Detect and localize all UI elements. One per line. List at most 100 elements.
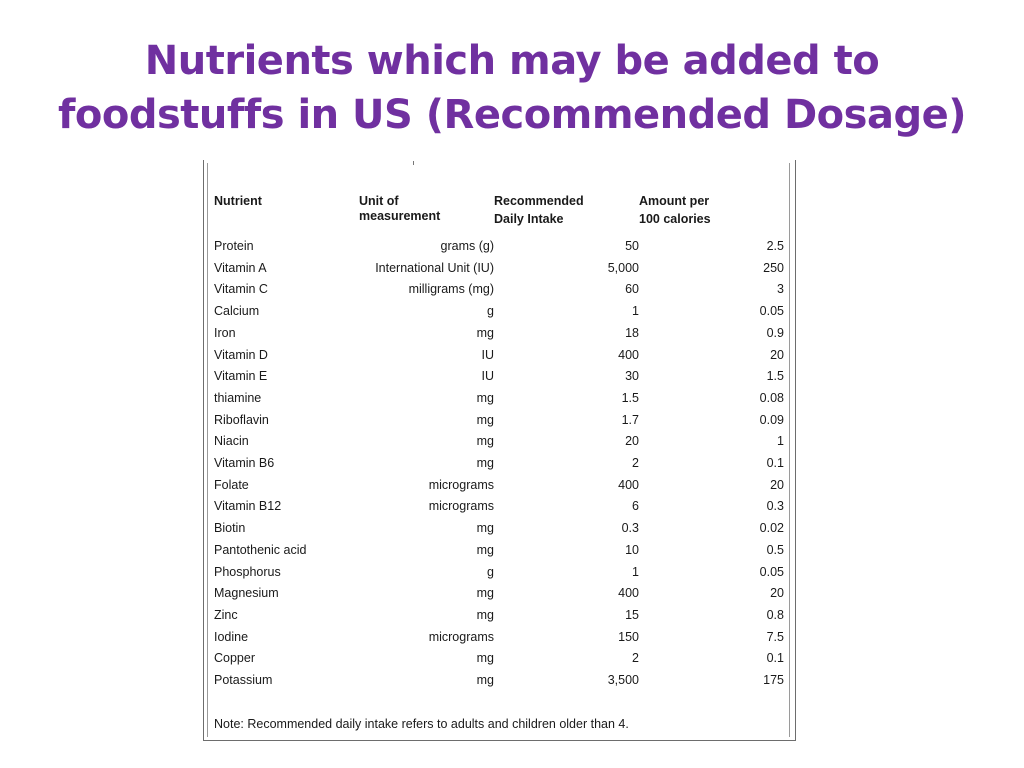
cell-unit: micrograms [428, 629, 494, 644]
cell-rdi: 18 [625, 325, 639, 340]
cell-unit: mg [476, 586, 494, 601]
cell-nutrient: Folate [214, 477, 249, 492]
cell-unit: micrograms [428, 477, 494, 492]
cell-unit: mg [476, 390, 494, 405]
header-per100-line-2: 100 calories [639, 212, 711, 226]
nutrient-table: Nutrient Unit of measurement Recommended… [214, 194, 784, 692]
slide-title-line-1: Nutrients which may be added to [144, 38, 880, 84]
table-row: Vitamin E IU 30 1.5 [214, 366, 784, 388]
slide-title: Nutrients which may be added to foodstuf… [0, 34, 1024, 142]
table-row: Calcium g 1 0.05 [214, 301, 784, 323]
table-row: Riboflavin mg 1.7 0.09 [214, 410, 784, 432]
table-row: Iodine micrograms 150 7.5 [214, 627, 784, 649]
cell-nutrient: Vitamin C [214, 282, 268, 297]
cell-per100: 0.02 [759, 521, 784, 536]
cell-per100: 0.5 [766, 542, 784, 557]
cell-unit: IU [481, 369, 495, 384]
cell-nutrient: Calcium [214, 304, 260, 319]
cell-nutrient: Phosphorus [214, 564, 281, 579]
table-row: Iron mg 18 0.9 [214, 323, 784, 345]
table-row: Vitamin C milligrams (mg) 60 3 [214, 279, 784, 301]
cell-per100: 1 [777, 434, 784, 449]
table-note: Note: Recommended daily intake refers to… [214, 717, 629, 731]
cell-rdi: 2 [632, 456, 639, 471]
cell-nutrient: Protein [214, 239, 254, 253]
table-row: Pantothenic acid mg 10 0.5 [214, 540, 784, 562]
header-nutrient: Nutrient [214, 194, 359, 236]
table-body: Protein grams (g) 50 2.5 Vitamin A Internatio… [214, 236, 784, 692]
cell-unit: mg [476, 521, 494, 536]
table-row: Vitamin A International Unit (IU) 5,000 250 [214, 258, 784, 280]
table-row: Protein grams (g) 50 2.5 [214, 236, 784, 258]
cell-per100: 20 [770, 477, 784, 492]
cell-per100: 0.9 [766, 325, 784, 340]
cell-per100: 0.05 [759, 564, 784, 579]
cell-per100: 0.05 [759, 304, 784, 319]
scan-artifact-tick [413, 161, 414, 165]
cell-per100: 0.3 [766, 499, 784, 514]
cell-per100: 175 [763, 673, 784, 688]
slide-title-line-2: foodstuffs in US (Recommended Dosage) [58, 92, 966, 138]
cell-unit: mg [476, 673, 494, 688]
cell-nutrient: Vitamin E [214, 369, 268, 384]
cell-unit: micrograms [428, 499, 494, 514]
cell-unit: mg [476, 434, 494, 449]
cell-nutrient: Vitamin D [214, 347, 268, 362]
cell-unit: mg [476, 542, 494, 557]
header-rdi-line-2: Daily Intake [494, 212, 564, 226]
cell-rdi: 0.3 [621, 521, 639, 536]
scanned-table-image: Nutrient Unit of measurement Recommended… [203, 160, 796, 741]
cell-unit: g [487, 304, 494, 319]
cell-per100: 20 [770, 586, 784, 601]
cell-nutrient: Magnesium [214, 586, 279, 601]
cell-per100: 0.8 [766, 607, 784, 622]
cell-unit: grams (g) [440, 239, 494, 253]
cell-rdi: 400 [618, 586, 639, 601]
header-per100: Amount per 100 calories [639, 194, 784, 236]
cell-unit: mg [476, 325, 494, 340]
cell-nutrient: Zinc [214, 607, 238, 622]
cell-rdi: 5,000 [607, 260, 639, 275]
cell-unit: mg [476, 412, 494, 427]
header-unit: Unit of measurement [359, 194, 494, 236]
cell-per100: 0.09 [759, 412, 784, 427]
table-row: Vitamin D IU 400 20 [214, 345, 784, 367]
table-row: Zinc mg 15 0.8 [214, 605, 784, 627]
cell-per100: 7.5 [766, 629, 784, 644]
header-rdi-line-1: Recommended [494, 194, 584, 208]
table-row: Potassium mg 3,500 175 [214, 670, 784, 692]
cell-rdi: 1 [632, 304, 639, 319]
cell-per100: 1.5 [766, 369, 784, 384]
header-unit-line-1: Unit of [359, 194, 399, 208]
cell-rdi: 6 [632, 499, 639, 514]
cell-nutrient: thiamine [214, 390, 262, 405]
table-row: Vitamin B6 mg 2 0.1 [214, 453, 784, 475]
cell-rdi: 15 [625, 607, 639, 622]
table-row: Folate micrograms 400 20 [214, 475, 784, 497]
scan-inner-frame [207, 163, 790, 737]
header-rdi: Recommended Daily Intake [494, 194, 639, 236]
cell-per100: 2.5 [766, 239, 784, 253]
header-unit-line-2: measurement [359, 209, 441, 223]
table-row: Niacin mg 20 1 [214, 431, 784, 453]
cell-rdi: 30 [625, 369, 639, 384]
table-row: Vitamin B12 micrograms 6 0.3 [214, 496, 784, 518]
cell-nutrient: Vitamin B12 [214, 499, 282, 514]
cell-unit: mg [476, 456, 494, 471]
cell-nutrient: Pantothenic acid [214, 542, 307, 557]
cell-per100: 20 [770, 347, 784, 362]
cell-unit: mg [476, 651, 494, 666]
cell-rdi: 3,500 [607, 673, 639, 688]
table-row: thiamine mg 1.5 0.08 [214, 388, 784, 410]
cell-nutrient: Riboflavin [214, 412, 269, 427]
cell-nutrient: Copper [214, 651, 255, 666]
cell-unit: IU [481, 347, 495, 362]
header-per100-line-1: Amount per [639, 194, 710, 208]
cell-nutrient: Niacin [214, 434, 249, 449]
table-row: Biotin mg 0.3 0.02 [214, 518, 784, 540]
cell-rdi: 1.5 [621, 390, 639, 405]
cell-rdi: 10 [625, 542, 639, 557]
cell-rdi: 50 [625, 239, 639, 253]
cell-rdi: 1 [632, 564, 639, 579]
